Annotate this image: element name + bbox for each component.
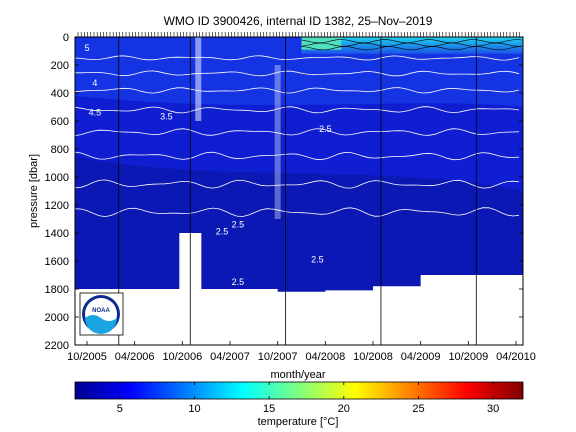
noaa-logo: NOAA <box>79 292 124 336</box>
colorbar-tick-label: 10 <box>188 403 200 415</box>
colorbar-tick-label: 20 <box>338 403 350 415</box>
x-tick-label: 10/2009 <box>448 351 488 363</box>
warm-surface-layer <box>301 37 523 54</box>
y-tick-label: 2000 <box>45 312 69 324</box>
colorbar-tick-label: 25 <box>412 403 424 415</box>
x-tick-label: 04/2007 <box>210 351 250 363</box>
surface-isotherm <box>301 39 522 44</box>
contour-label: 4 <box>92 78 97 88</box>
y-tick-label: 1600 <box>45 256 69 268</box>
y-axis-label: pressure [dbar] <box>28 154 40 228</box>
x-axis: 10/2005 04/2006 10/2006 04/2007 10/2007 04/20… <box>67 341 536 363</box>
plot-area: 544.5 3.52.52.52.52.52.5 <box>75 37 523 345</box>
svg-text:NOAA: NOAA <box>92 308 110 314</box>
profile-tick-marks <box>77 32 520 37</box>
x-axis-label: month/year <box>270 369 325 381</box>
x-tick-label: 04/2006 <box>115 351 155 363</box>
y-tick-label: 0 <box>63 32 69 44</box>
colorbar: 5 10 15 20 25 30 temperature [°C] <box>74 381 524 428</box>
x-tick-label: 04/2008 <box>305 351 345 363</box>
isotherm <box>75 179 520 189</box>
colorbar-ticks: 5 10 15 20 25 30 <box>117 382 499 415</box>
y-tick-label: 1000 <box>45 172 69 184</box>
colorbar-tick-label: 15 <box>263 403 275 415</box>
y-axis: 0 200 400 600 800 1000 1200 1400 1600 1800 2000 220… <box>45 32 523 352</box>
isotherm <box>75 70 520 77</box>
isotherm <box>75 151 520 161</box>
isotherm <box>75 128 520 136</box>
colorbar-label: temperature [°C] <box>258 416 339 428</box>
gap-streak <box>195 37 202 121</box>
colorbar-tick-label: 30 <box>487 403 499 415</box>
y-tick-label: 800 <box>51 144 69 156</box>
surface-isotherm <box>301 46 522 51</box>
y-tick-label: 1400 <box>45 228 69 240</box>
isotherm <box>75 106 520 114</box>
y-tick-label: 600 <box>51 116 69 128</box>
x-tick-label: 10/2006 <box>162 351 202 363</box>
contour-label: 2.5 <box>232 219 245 229</box>
y-tick-label: 2200 <box>45 340 69 352</box>
isotherm <box>75 207 520 218</box>
contour-label: 2.5 <box>216 226 229 236</box>
colorbar-tick-label: 5 <box>117 403 123 415</box>
gap-streak <box>274 65 281 219</box>
contour-label: 2.5 <box>311 254 324 264</box>
surface-isotherm <box>301 42 522 47</box>
colorbar-scale <box>74 381 524 400</box>
y-tick-label: 400 <box>51 88 69 100</box>
profile-markers <box>118 37 477 345</box>
x-tick-label: 04/2009 <box>401 351 441 363</box>
contour-label: 5 <box>84 43 89 53</box>
chart-title: WMO ID 3900426, internal ID 1382, 25–Nov… <box>164 14 433 28</box>
isotherm <box>75 55 520 61</box>
isotherm <box>75 87 520 94</box>
y-tick-label: 1800 <box>45 284 69 296</box>
contour-label: 2.5 <box>319 124 332 134</box>
y-tick-label: 1200 <box>45 200 69 212</box>
x-tick-label: 10/2008 <box>353 351 393 363</box>
x-tick-label: 10/2007 <box>258 351 298 363</box>
upper-water <box>75 37 523 107</box>
contour-labels: 544.5 3.52.52.52.52.52.5 <box>84 43 331 287</box>
contour-label: 3.5 <box>160 112 173 122</box>
isotherm-contours <box>75 39 522 218</box>
x-tick-label: 04/2010 <box>496 351 536 363</box>
contour-label: 4.5 <box>89 107 102 117</box>
x-tick-label: 10/2005 <box>67 351 107 363</box>
temperature-field <box>75 37 523 292</box>
contour-label: 2.5 <box>232 277 245 287</box>
y-tick-label: 200 <box>51 60 69 72</box>
